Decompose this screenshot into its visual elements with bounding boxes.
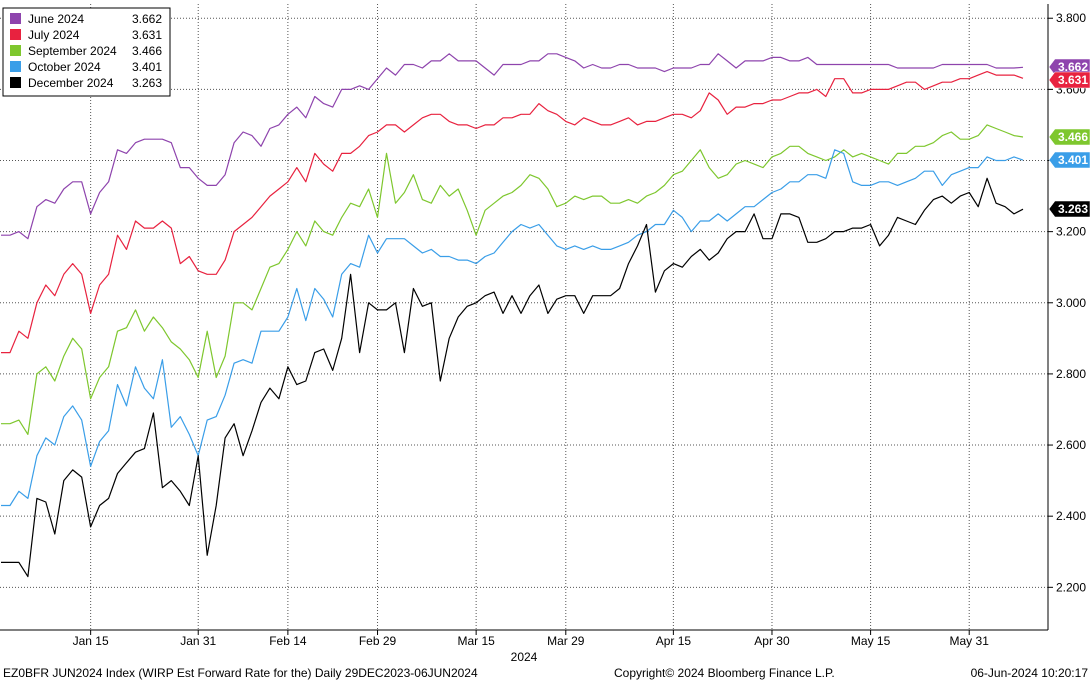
legend-series-value: 3.401 [132, 60, 162, 74]
legend: June 2024 3.662 July 2024 3.631 September 20… [2, 7, 171, 97]
end-value-badge [1048, 200, 1091, 218]
end-value-label: 3.466 [1058, 130, 1088, 144]
legend-series-value: 3.631 [132, 28, 162, 42]
end-value-label: 3.631 [1058, 73, 1088, 87]
x-tick-label: May 15 [851, 634, 891, 648]
footer-copyright: Copyright© 2024 Bloomberg Finance L.P. [614, 666, 835, 680]
end-value-label: 3.662 [1058, 60, 1088, 74]
legend-series-value: 3.466 [132, 44, 162, 58]
legend-series-name: September 2024 [28, 44, 117, 58]
x-tick-label: Mar 15 [457, 634, 495, 648]
legend-series-value: 3.263 [132, 76, 162, 90]
legend-swatch [10, 77, 21, 88]
x-tick-label: Jan 31 [180, 634, 216, 648]
legend-series-name: June 2024 [28, 12, 84, 26]
legend-swatch [10, 61, 21, 72]
end-value-badge [1048, 151, 1091, 169]
end-value-badge [1048, 71, 1091, 89]
y-tick-label: 3.200 [1056, 225, 1086, 239]
end-value-badge [1048, 128, 1091, 146]
footer-timestamp: 06-Jun-2024 10:20:17 [971, 666, 1089, 680]
x-tick-label: Jan 15 [73, 634, 109, 648]
y-tick-label: 3.000 [1056, 296, 1086, 310]
x-tick-label: May 31 [950, 634, 990, 648]
legend-swatch [10, 45, 21, 56]
x-tick-label: Feb 14 [269, 634, 307, 648]
y-tick-label: 3.800 [1056, 11, 1086, 25]
legend-series-name: July 2024 [28, 28, 80, 42]
legend-series-value: 3.662 [132, 12, 162, 26]
x-tick-label: Apr 15 [656, 634, 692, 648]
legend-box [2, 7, 171, 97]
grid [0, 4, 1048, 630]
y-tick-label: 2.800 [1056, 367, 1086, 381]
y-tick-label: 2.600 [1056, 438, 1086, 452]
x-tick-label: Mar 29 [547, 634, 585, 648]
end-value-label: 3.401 [1058, 153, 1088, 167]
legend-swatch [10, 13, 21, 24]
series-lines [1, 53, 1024, 578]
series-line [1, 53, 1024, 240]
x-axis-title: 2024 [511, 650, 538, 664]
series-line [1, 149, 1024, 507]
series-line [1, 70, 1024, 354]
footer-source: EZ0BFR JUN2024 Index (WIRP Est Forward R… [3, 666, 478, 680]
series-line [1, 124, 1024, 435]
y-tick-label: 2.200 [1056, 580, 1086, 594]
legend-series-name: December 2024 [28, 76, 114, 90]
axes: 2.2002.4002.6002.8003.0003.2003.4003.600… [0, 4, 1086, 648]
y-tick-label: 2.400 [1056, 509, 1086, 523]
x-tick-label: Feb 29 [359, 634, 397, 648]
legend-swatch [10, 29, 21, 40]
series-line [1, 177, 1024, 578]
x-tick-label: Apr 30 [754, 634, 790, 648]
legend-series-name: October 2024 [28, 60, 101, 74]
end-value-label: 3.263 [1058, 202, 1088, 216]
